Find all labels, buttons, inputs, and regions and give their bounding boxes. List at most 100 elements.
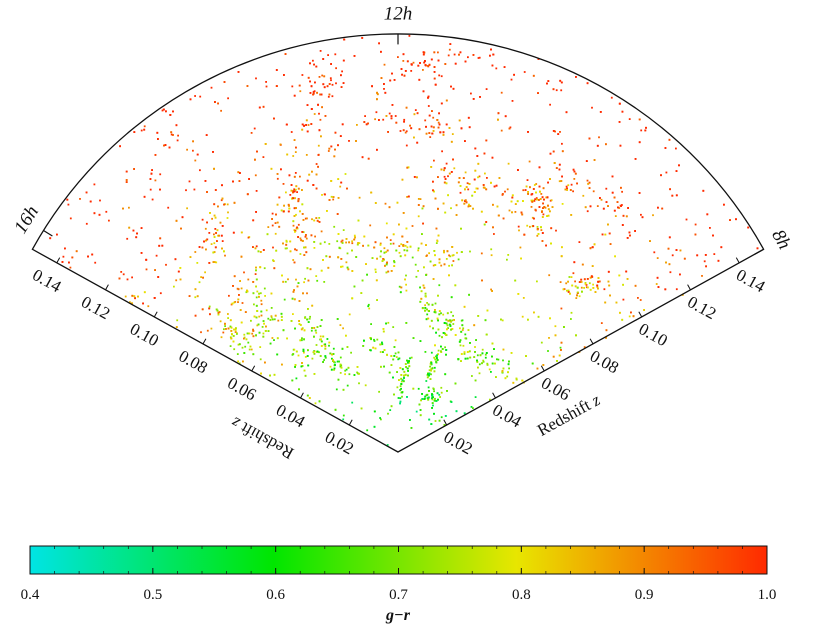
galaxy-point <box>402 380 405 383</box>
galaxy-point <box>450 401 453 403</box>
galaxy-point <box>308 397 311 399</box>
galaxy-point <box>244 345 247 348</box>
galaxy-point <box>256 310 259 312</box>
galaxy-point <box>296 285 299 288</box>
galaxy-point <box>348 373 351 376</box>
galaxy-point <box>422 51 425 54</box>
galaxy-point <box>328 93 331 96</box>
galaxy-point <box>432 264 435 267</box>
galaxy-point <box>381 341 383 344</box>
galaxy-point <box>513 73 515 76</box>
galaxy-point <box>413 136 415 139</box>
galaxy-point <box>221 240 224 242</box>
galaxy-point <box>388 112 391 115</box>
galaxy-point <box>401 379 404 382</box>
galaxy-point <box>430 125 433 128</box>
galaxy-point <box>656 276 659 279</box>
galaxy-point <box>108 219 110 222</box>
galaxy-point <box>457 358 460 360</box>
galaxy-point <box>336 318 339 320</box>
galaxy-point <box>353 238 356 241</box>
galaxy-point <box>227 97 229 100</box>
galaxy-point <box>537 315 540 318</box>
galaxy-point <box>408 365 411 368</box>
galaxy-point <box>471 194 474 197</box>
galaxy-point <box>441 336 443 339</box>
galaxy-point <box>151 198 154 201</box>
galaxy-point <box>337 144 339 147</box>
galaxy-point <box>243 271 245 274</box>
galaxy-point <box>490 48 492 51</box>
galaxy-point <box>176 319 179 322</box>
galaxy-point <box>582 194 585 197</box>
galaxy-point <box>380 50 382 53</box>
galaxy-point <box>566 189 568 191</box>
galaxy-point <box>255 334 257 337</box>
galaxy-point <box>573 261 576 264</box>
galaxy-point <box>159 237 162 240</box>
axis-ticks <box>43 34 764 426</box>
galaxy-point <box>404 373 407 376</box>
galaxy-point <box>508 360 510 363</box>
galaxy-point <box>442 131 445 134</box>
galaxy-point <box>361 37 364 39</box>
galaxy-point <box>605 143 607 146</box>
colorbar-tick-label: 0.4 <box>21 587 40 603</box>
galaxy-point <box>345 334 347 337</box>
galaxy-point <box>509 126 512 129</box>
galaxy-point <box>400 374 403 376</box>
galaxy-point <box>566 187 568 190</box>
galaxy-point <box>514 279 517 282</box>
galaxy-point <box>412 337 415 339</box>
galaxy-point <box>280 168 282 171</box>
galaxy-point <box>301 240 304 242</box>
galaxy-point <box>231 302 234 305</box>
galaxy-point <box>492 203 494 206</box>
galaxy-point <box>236 287 239 290</box>
galaxy-point <box>607 280 610 283</box>
galaxy-point <box>296 226 298 229</box>
galaxy-point <box>598 136 600 139</box>
galaxy-point <box>307 349 309 352</box>
galaxy-point <box>382 351 384 353</box>
galaxy-point <box>255 211 257 213</box>
galaxy-point <box>194 296 197 299</box>
galaxy-point <box>298 320 300 322</box>
galaxy-point <box>233 328 235 331</box>
galaxy-point <box>491 342 494 345</box>
galaxy-point <box>328 199 331 201</box>
galaxy-point <box>535 191 537 194</box>
galaxy-point <box>503 66 506 68</box>
galaxy-point <box>420 399 422 402</box>
galaxy-point <box>297 198 300 201</box>
galaxy-point <box>273 117 275 120</box>
galaxy-point <box>304 356 307 358</box>
galaxy-point <box>294 197 296 200</box>
radial-tick-left <box>348 419 353 426</box>
galaxy-point <box>374 202 377 204</box>
galaxy-point <box>483 152 486 155</box>
galaxy-point <box>392 326 395 328</box>
galaxy-point <box>506 188 509 191</box>
galaxy-point <box>440 350 442 353</box>
galaxy-point <box>240 255 243 258</box>
galaxy-point <box>393 260 395 262</box>
galaxy-point <box>331 83 334 86</box>
galaxy-point <box>255 266 257 269</box>
galaxy-point <box>470 92 472 95</box>
galaxy-point <box>537 233 540 235</box>
galaxy-point <box>340 240 343 243</box>
galaxy-point <box>486 363 489 366</box>
galaxy-point <box>434 309 436 311</box>
radial-tick-right <box>638 311 643 318</box>
galaxy-point <box>564 188 567 191</box>
galaxy-point <box>177 134 179 137</box>
galaxy-point <box>94 261 97 264</box>
galaxy-point <box>226 203 229 206</box>
galaxy-point <box>210 86 213 89</box>
galaxy-point <box>444 346 446 349</box>
galaxy-point <box>221 247 223 250</box>
galaxy-point <box>379 242 382 245</box>
galaxy-point <box>660 174 662 177</box>
galaxy-point <box>382 330 385 333</box>
